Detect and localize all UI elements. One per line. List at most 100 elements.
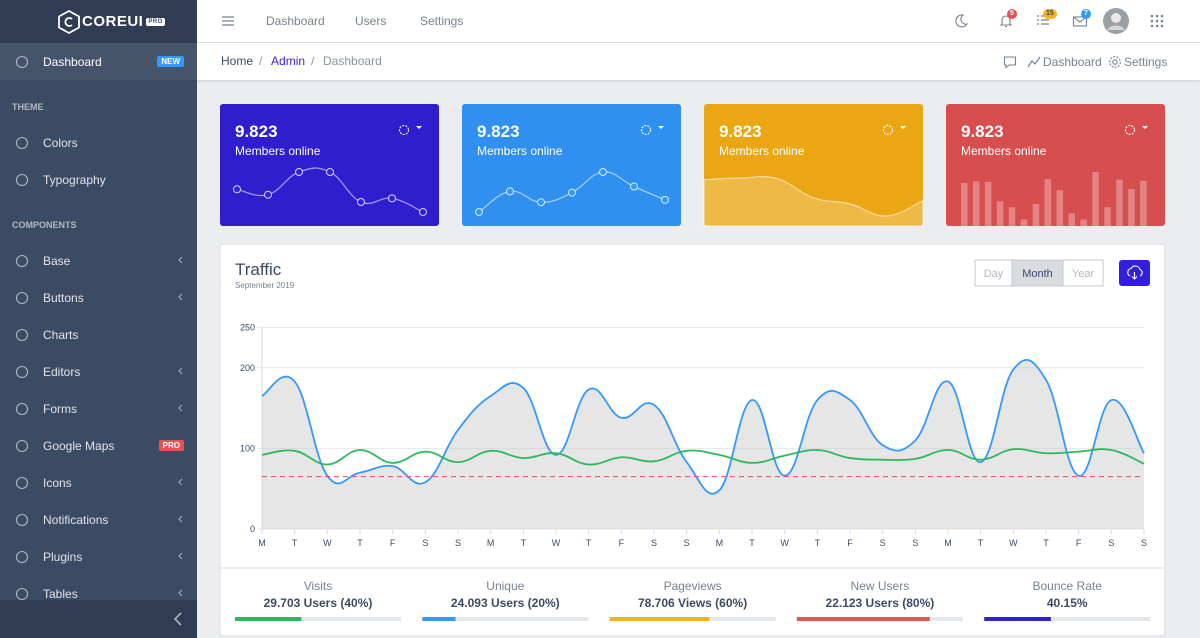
- x-tick-label: S: [912, 538, 918, 548]
- sidebar-toggler[interactable]: [0, 600, 197, 638]
- nav-label: Google Maps: [43, 438, 115, 453]
- header-badge: 5: [1007, 9, 1017, 19]
- stat-card[interactable]: 9.823 Members online: [946, 104, 1165, 226]
- nav-badge: NEW: [157, 56, 184, 67]
- y-tick-label: 100: [240, 443, 255, 453]
- gear-icon: [1109, 56, 1121, 68]
- brand[interactable]: COREUI PRO: [0, 0, 197, 43]
- nav-icon: [15, 513, 29, 527]
- sparkbar: [1056, 190, 1064, 226]
- nav-label: Editors: [43, 364, 81, 379]
- card-menu[interactable]: [1124, 124, 1149, 136]
- sparkline-point: [568, 188, 576, 197]
- card-label: Members online: [235, 144, 321, 158]
- breadcrumb-item[interactable]: Home: [221, 54, 254, 68]
- sparkline-point: [475, 208, 483, 216]
- sparkbar: [984, 181, 992, 226]
- y-tick-label: 0: [250, 524, 255, 534]
- icon-shape: [15, 402, 29, 416]
- gear: [882, 124, 894, 136]
- x-tick-label: T: [1043, 538, 1049, 548]
- sparkline-point: [388, 194, 396, 203]
- stat-card[interactable]: 9.823 Members online: [220, 104, 439, 226]
- comment-icon[interactable]: [1003, 55, 1017, 69]
- icon-shape: [15, 55, 29, 69]
- nav-item[interactable]: Colors: [0, 124, 197, 161]
- sparkline-point: [419, 208, 427, 216]
- apps-icon[interactable]: [1150, 14, 1164, 28]
- period-button[interactable]: Day: [974, 259, 1013, 287]
- menu-toggle[interactable]: [221, 14, 235, 28]
- breadcrumb-action[interactable]: Settings: [1124, 55, 1168, 69]
- header-nav-link[interactable]: Dashboard: [266, 14, 325, 28]
- nav-item[interactable]: Notifications: [0, 501, 197, 538]
- period-button-bg: [974, 259, 1013, 287]
- progress-track: [422, 617, 589, 621]
- nav-item[interactable]: Base: [0, 242, 197, 279]
- chevron: [178, 404, 183, 412]
- nav-item[interactable]: Dashboard NEW: [0, 43, 197, 80]
- sidebar-nav: Dashboard NEW THEME Colors Typography COMPONE…: [0, 43, 197, 612]
- sparkbar: [1128, 189, 1135, 226]
- nav-icon: [15, 328, 29, 342]
- stat-card[interactable]: 9.823 Members online: [462, 104, 681, 226]
- nav-icon: [15, 291, 29, 305]
- x-tick-label: T: [357, 538, 363, 548]
- nav-label: Buttons: [43, 290, 84, 305]
- card-menu[interactable]: [398, 124, 423, 136]
- sparkline-point: [630, 182, 638, 191]
- sparkbar: [1104, 207, 1111, 226]
- nav-label: Tables: [43, 586, 78, 601]
- card-menu[interactable]: [882, 124, 907, 136]
- avatar[interactable]: [1102, 7, 1130, 35]
- nav-item[interactable]: Editors: [0, 353, 197, 390]
- theme-toggle[interactable]: [953, 13, 969, 29]
- nav-item[interactable]: Google Maps PRO: [0, 427, 197, 464]
- breadcrumb-action[interactable]: Dashboard: [1043, 55, 1102, 69]
- sparkbar: [1092, 172, 1099, 226]
- y-tick-label: 200: [240, 363, 255, 373]
- period-button[interactable]: Year: [1062, 259, 1104, 287]
- icon-shape: [15, 550, 29, 564]
- stat-label: Unique: [486, 579, 524, 593]
- nav-item[interactable]: Forms: [0, 390, 197, 427]
- nav-item[interactable]: Charts: [0, 316, 197, 353]
- nav-item[interactable]: Plugins: [0, 538, 197, 575]
- icon-shape: [15, 291, 29, 305]
- nav-label: Colors: [43, 135, 78, 150]
- nav-item[interactable]: Icons: [0, 464, 197, 501]
- stat-label: Pageviews: [664, 579, 722, 593]
- x-tick-label: F: [390, 538, 396, 548]
- x-tick-label: M: [716, 538, 724, 548]
- nav-label: Dashboard: [43, 54, 102, 69]
- download-button[interactable]: [1119, 260, 1150, 286]
- graph-icon: [1027, 56, 1041, 68]
- stat-value: 78.706 Views (60%): [638, 596, 747, 610]
- icon-shape: [15, 173, 29, 187]
- nav-icon: [15, 365, 29, 379]
- gear: [640, 124, 652, 136]
- sparkbar: [961, 183, 968, 226]
- nav-item[interactable]: Typography: [0, 161, 197, 198]
- sparkbar: [1068, 213, 1076, 226]
- nav-item[interactable]: Tables: [0, 575, 197, 612]
- header-nav-link[interactable]: Settings: [420, 14, 464, 28]
- card-menu[interactable]: [640, 124, 665, 136]
- stat-card[interactable]: 9.823 Members online: [703, 104, 924, 227]
- sparkline-point: [326, 168, 334, 176]
- download-icon: [1127, 265, 1143, 280]
- period-button[interactable]: Month: [1011, 259, 1064, 287]
- nav-item[interactable]: Buttons: [0, 279, 197, 316]
- stat-label: Bounce Rate: [1033, 579, 1103, 593]
- breadcrumb-item: Dashboard: [323, 54, 382, 68]
- subheader: Home / Admin / Dashboard Dashboard Settings: [197, 43, 1200, 81]
- icon-shape: [15, 136, 29, 150]
- sparkline-point: [357, 198, 365, 206]
- x-tick-label: T: [815, 538, 821, 548]
- card-value: 9.823: [477, 122, 520, 141]
- caret: [1142, 126, 1148, 129]
- caret: [900, 126, 906, 129]
- header-nav-link[interactable]: Users: [355, 14, 387, 28]
- nav-label: Base: [43, 253, 71, 268]
- breadcrumb-item[interactable]: Admin: [271, 54, 306, 68]
